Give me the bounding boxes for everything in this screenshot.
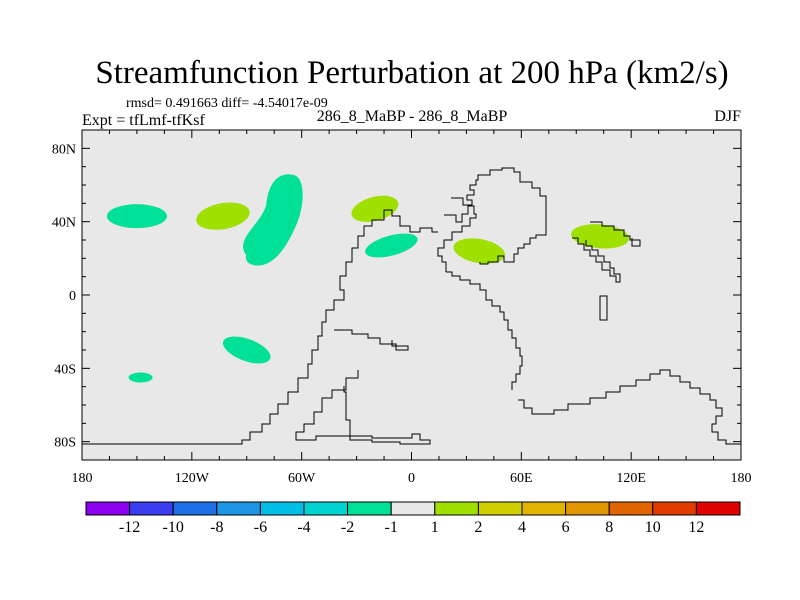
colorbar-label: -12 <box>119 519 140 536</box>
map-panel: 180 120W 60W 0 60E 120E 180 80N 40N 0 40S 80S <box>52 129 752 486</box>
colorbar-swatch <box>129 501 174 516</box>
anomaly-negative-north-america <box>243 174 303 266</box>
coastline-south-america <box>295 370 431 445</box>
colorbar-swatch <box>652 501 697 516</box>
coastline-east-asia <box>572 237 621 283</box>
anomaly-layer <box>106 174 629 383</box>
colorbar-swatch <box>85 501 131 516</box>
colorbar-label: -2 <box>341 519 354 536</box>
coastline-australia <box>518 369 741 445</box>
colorbar-swatch <box>477 501 523 516</box>
colorbar-swatch <box>695 501 741 516</box>
anomaly-positive-north-atlantic <box>351 195 399 222</box>
x-axis: 180 120W 60W 0 60E 120E 180 <box>72 130 752 486</box>
colorbar-swatch <box>608 501 654 516</box>
anomaly-negative-south-pacific <box>222 336 271 364</box>
x-tick-label: 120E <box>616 471 646 486</box>
coastline-americas <box>82 209 438 445</box>
coastline-layer <box>82 167 741 445</box>
colorbar-swatch <box>347 501 392 516</box>
colorbar-swatch <box>172 501 218 516</box>
x-tick-label: 0 <box>408 471 415 486</box>
map-background <box>82 130 741 460</box>
coastline-eurasia <box>437 205 477 272</box>
anomaly-positive-pacific-north <box>196 202 250 230</box>
colorbar-swatch <box>216 501 261 516</box>
season-label: DJF <box>714 108 741 125</box>
colorbar-label: -10 <box>163 519 184 536</box>
anomaly-positive-middle-east <box>453 238 505 264</box>
colorbar: -12 -10 -8 -6 -4 -2 -1 1 2 4 6 8 10 12 <box>85 501 741 536</box>
colorbar-label: 12 <box>688 519 704 536</box>
experiment-label: Expt = tfLmf-tfKsf <box>82 112 205 129</box>
x-tick-label: 60E <box>510 471 533 486</box>
colorbar-swatch <box>434 501 479 516</box>
y-tick-label: 80N <box>52 142 76 157</box>
colorbar-label: 1 <box>431 519 439 536</box>
y-tick-label: 40N <box>52 216 76 231</box>
colorbar-swatch <box>303 501 349 516</box>
case-label: 286_8_MaBP - 286_8_MaBP <box>317 108 508 125</box>
colorbar-swatch <box>565 501 610 516</box>
colorbar-label: 6 <box>562 519 570 536</box>
y-tick-label: 40S <box>54 362 76 377</box>
colorbar-label: 4 <box>518 519 526 536</box>
colorbar-label: 8 <box>605 519 613 536</box>
y-tick-label: 80S <box>54 436 76 451</box>
anomaly-negative-atlantic <box>365 233 418 258</box>
chart-title: Streamfunction Perturbation at 200 hPa (… <box>95 55 728 91</box>
y-tick-label: 0 <box>69 289 76 304</box>
colorbar-label: 10 <box>645 519 661 536</box>
anomaly-negative-south-pacific-small <box>128 372 153 383</box>
colorbar-label: -1 <box>385 519 398 536</box>
colorbar-swatch <box>390 501 436 516</box>
colorbar-swatch <box>259 501 305 516</box>
anomaly-negative-pacific-north <box>106 204 167 229</box>
x-tick-label: 180 <box>731 471 752 486</box>
x-tick-label: 120W <box>175 471 210 486</box>
colorbar-label: -4 <box>297 519 310 536</box>
y-axis: 80N 40N 0 40S 80S <box>52 142 741 451</box>
x-tick-label: 180 <box>72 471 93 486</box>
x-tick-label: 60W <box>288 471 316 486</box>
coastline-japan <box>590 221 641 247</box>
stats-label: rmsd= 0.491663 diff= -4.54017e-09 <box>126 96 328 111</box>
colorbar-label: -6 <box>254 519 267 536</box>
coastline-greenland <box>451 167 547 265</box>
colorbar-swatch <box>521 501 567 516</box>
coastline-africa <box>446 271 523 390</box>
coastline-indonesia <box>599 295 608 321</box>
colorbar-label: 2 <box>474 519 482 536</box>
coastline-caribbean <box>334 329 409 351</box>
colorbar-label: -8 <box>210 519 223 536</box>
